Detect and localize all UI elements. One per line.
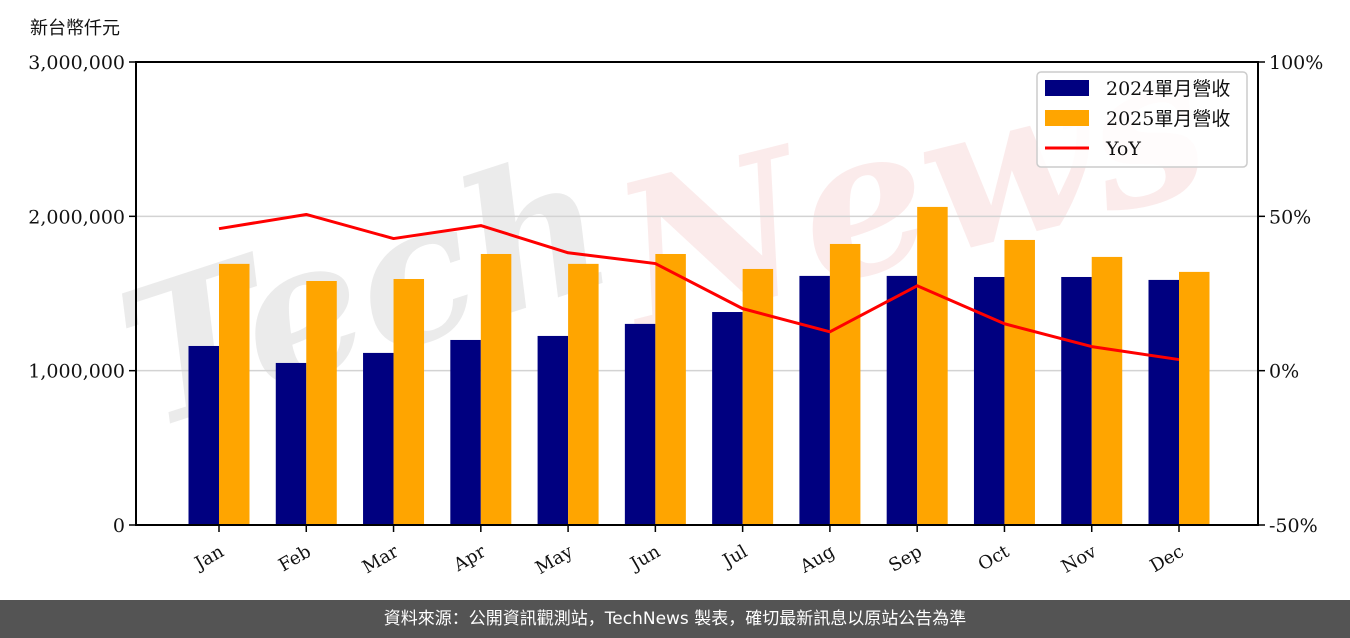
x-tick-label: Mar (359, 541, 403, 578)
yoy-line-series (218, 212, 1180, 362)
legend: 2024單月營收 2025單月營收 YoY (1036, 71, 1248, 168)
bar-oct-2025 (1004, 239, 1035, 525)
bar-oct-2024 (973, 276, 1005, 525)
legend-label-2: YoY (1105, 138, 1141, 160)
legend-swatch-0 (1045, 80, 1089, 96)
x-tick-label: Oct (975, 541, 1014, 576)
bar-sep-2025 (917, 206, 948, 525)
bar-apr-2024 (450, 339, 481, 525)
right-tick-label: -50% (1269, 515, 1318, 537)
bar-feb-2024 (275, 362, 307, 525)
bar-jun-2025 (655, 253, 686, 525)
bar-jul-2024 (712, 312, 743, 525)
bar-mar-2025 (393, 278, 425, 525)
bar-jan-2024 (188, 345, 219, 525)
bar-nov-2025 (1091, 256, 1123, 525)
bar-jan-2025 (219, 263, 250, 525)
x-tick-label: Feb (275, 541, 315, 576)
x-tick-label: Jun (625, 541, 664, 576)
source-footer: 資料來源：公開資訊觀測站，TechNews 製表，確切最新訊息以原站公告為準 (0, 600, 1350, 638)
left-tick-label: 3,000,000 (28, 52, 125, 74)
right-tick-label: 50% (1269, 206, 1311, 228)
bar-apr-2025 (480, 253, 512, 525)
bar-mar-2024 (363, 352, 394, 525)
bar-feb-2025 (306, 280, 337, 525)
revenue-chart: TechNews 01,000,0002,000,0003,000,000-50… (28, 5, 1323, 579)
left-tick-label: 2,000,000 (28, 206, 125, 228)
bar-sep-2024 (886, 275, 918, 525)
legend-box (1036, 71, 1248, 168)
bar-may-2024 (537, 335, 569, 525)
x-tick-label: Nov (1058, 541, 1101, 578)
right-tick-label: 100% (1269, 52, 1323, 74)
left-tick-label: 1,000,000 (28, 361, 125, 383)
bar-may-2025 (568, 263, 599, 525)
x-tick-label: Apr (449, 541, 489, 576)
yoy-line (218, 212, 1180, 362)
x-tick-label: Jul (718, 541, 752, 573)
bar-jul-2025 (742, 268, 774, 525)
bar-jun-2024 (624, 323, 656, 525)
bar-dec-2024 (1148, 279, 1179, 525)
bar-series (188, 206, 1210, 526)
x-tick-label: Dec (1147, 541, 1188, 577)
legend-swatch-1 (1045, 110, 1089, 126)
x-tick-label: Sep (885, 541, 925, 576)
right-tick-label: 0% (1269, 361, 1299, 383)
bar-aug-2025 (829, 243, 861, 526)
bar-nov-2024 (1061, 276, 1092, 525)
legend-label-1: 2025單月營收 (1106, 108, 1230, 130)
bar-dec-2025 (1179, 271, 1210, 525)
x-tick-label: May (532, 541, 577, 579)
bar-aug-2024 (799, 275, 830, 525)
x-tick-label: Aug (796, 541, 839, 578)
left-tick-label: 0 (113, 515, 125, 537)
legend-label-0: 2024單月營收 (1106, 78, 1230, 100)
plot-frame (135, 61, 1259, 526)
x-tick-label: Jan (190, 541, 228, 575)
y-axis-unit-label: 新台幣仟元 (30, 18, 120, 39)
